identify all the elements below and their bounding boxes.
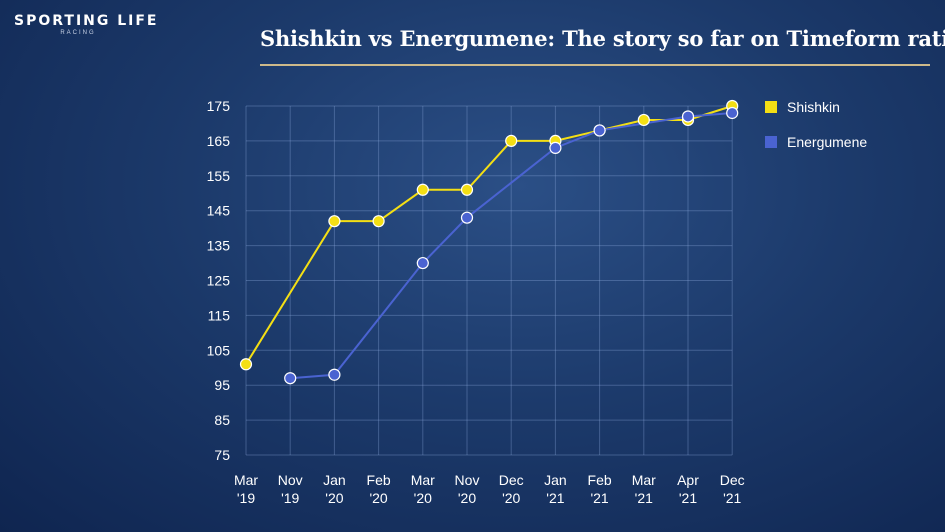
y-tick-label: 145 — [207, 203, 231, 219]
legend-label: Energumene — [787, 134, 868, 150]
y-tick-label: 135 — [207, 238, 231, 254]
legend-swatch — [765, 136, 777, 148]
data-point-energumene — [593, 124, 606, 137]
data-point-energumene — [549, 141, 562, 154]
chart-title: Shishkin vs Energumene: The story so far… — [260, 26, 945, 51]
data-point-shishkin — [328, 215, 341, 228]
x-axis-ticks: Mar '19 Nov '19 Jan '20 Feb '20 Mar '20 Nov '20 Dec '… — [234, 472, 745, 506]
data-point-energumene — [460, 211, 474, 224]
x-tick-label: Jan '21 — [544, 472, 567, 506]
x-tick-label: Dec '21 — [720, 472, 745, 506]
legend-item-shishkin: Shishkin — [765, 96, 867, 118]
y-tick-label: 115 — [208, 307, 231, 323]
y-tick-label: 125 — [207, 273, 231, 289]
chart-legend: Shishkin Energumene — [765, 96, 867, 166]
y-tick-label: 75 — [214, 447, 230, 463]
y-tick-label: 95 — [214, 377, 230, 393]
title-divider — [260, 64, 930, 66]
series-line-shishkin — [245, 105, 733, 365]
x-tick-label: Mar '20 — [411, 472, 435, 506]
brand-name: SPORTING LIFE — [14, 13, 159, 29]
x-tick-label: Dec '20 — [499, 472, 524, 506]
data-point-shishkin — [460, 183, 474, 196]
x-tick-label: Jan '20 — [323, 472, 346, 506]
series-lines — [245, 105, 733, 380]
x-tick-label: Apr '21 — [677, 472, 699, 506]
y-tick-label: 175 — [207, 98, 231, 114]
data-point-shishkin — [637, 113, 650, 127]
data-point-shishkin — [505, 134, 518, 147]
y-tick-label: 155 — [207, 168, 231, 184]
data-point-energumene — [416, 256, 429, 270]
data-point-energumene — [681, 110, 695, 123]
y-axis-ticks: 175 165 155 145 135 125 115 105 95 85 75 — [207, 98, 231, 463]
legend-swatch — [765, 101, 777, 113]
y-tick-label: 165 — [207, 133, 231, 149]
x-tick-label: Nov '20 — [455, 472, 480, 506]
legend-item-energumene: Energumene — [765, 131, 867, 153]
x-tick-label: Feb '20 — [367, 472, 391, 506]
x-tick-label: Nov '19 — [278, 472, 303, 506]
legend-label: Shishkin — [787, 99, 840, 115]
y-tick-label: 105 — [207, 342, 231, 358]
series-points — [239, 99, 739, 385]
data-point-energumene — [726, 106, 739, 120]
data-point-shishkin — [239, 358, 253, 371]
y-tick-label: 85 — [214, 412, 230, 428]
x-tick-label: Mar '21 — [632, 472, 656, 506]
series-line-energumene — [290, 111, 733, 380]
data-point-energumene — [328, 368, 341, 381]
x-tick-label: Feb '21 — [588, 472, 612, 506]
data-point-shishkin — [372, 215, 385, 228]
brand-logo: SPORTING LIFE RACING — [14, 13, 159, 36]
x-tick-label: Mar '19 — [234, 472, 258, 506]
data-point-shishkin — [416, 183, 429, 196]
chart-grid — [245, 105, 733, 456]
brand-sub: RACING — [60, 30, 96, 36]
data-point-energumene — [284, 372, 297, 385]
